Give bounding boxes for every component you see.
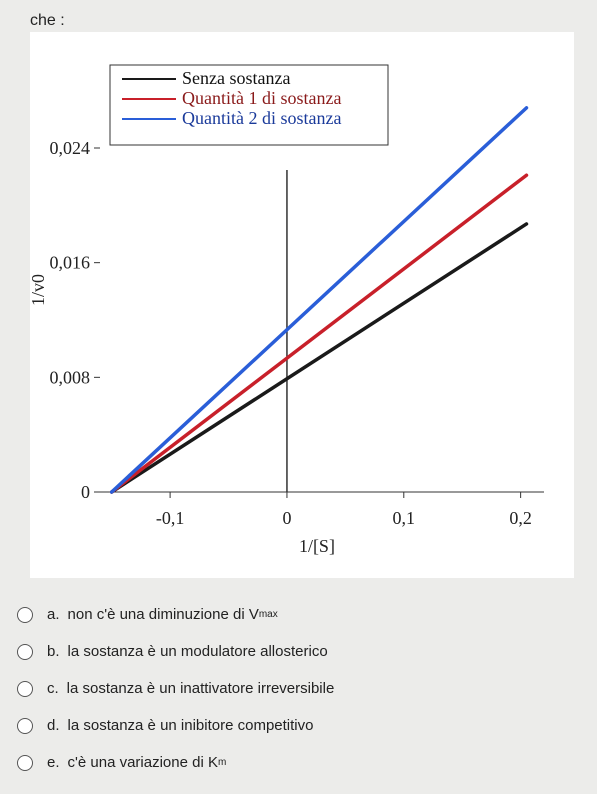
x-tick-label: 0,2	[509, 508, 532, 528]
x-tick-label: 0,1	[393, 508, 416, 528]
y-tick-label: 0,016	[50, 253, 91, 273]
x-tick-label: 0	[282, 508, 291, 528]
x-tick-label: -0,1	[156, 508, 185, 528]
legend-label-2: Quantità 1 di sostanza	[182, 88, 341, 108]
radio-button[interactable]	[17, 643, 33, 660]
question-intro: che :	[30, 12, 65, 29]
lineweaver-burk-chart: 0 0,008 0,016 0,024 -0,1 0 0,1 0,2 1/[S] 1/v0 Senz…	[30, 32, 574, 578]
y-axis-label: 1/v0	[30, 274, 48, 306]
y-tick-label: 0,008	[50, 367, 91, 387]
option-subscript: max	[258, 609, 278, 620]
option-letter: d.	[47, 717, 60, 734]
radio-button[interactable]	[17, 606, 33, 623]
legend-label-3: Quantità 2 di sostanza	[182, 108, 341, 128]
y-tick-label: 0	[81, 482, 90, 502]
option-text: c'è una variazione di K	[67, 754, 218, 771]
option-letter: b.	[47, 643, 60, 660]
chart-svg: 0 0,008 0,016 0,024 -0,1 0 0,1 0,2 1/[S] 1/v0 Senz…	[30, 64, 544, 556]
series-line-3	[109, 106, 529, 494]
x-axis-label: 1/[S]	[299, 536, 335, 556]
option-letter: c.	[47, 680, 59, 697]
legend-label-1: Senza sostanza	[182, 68, 290, 88]
option-text: non c'è una diminuzione di V	[67, 606, 259, 623]
option-text: la sostanza è un inattivatore irreversib…	[66, 680, 335, 697]
series-line-1	[109, 222, 529, 494]
series-line-2	[109, 173, 529, 494]
option-subscript: m	[217, 757, 227, 768]
option-letter: a.	[47, 606, 60, 623]
answer-option-d[interactable]: d. la sostanza è un inibitore competitivo	[14, 707, 584, 744]
radio-button[interactable]	[17, 680, 33, 697]
radio-button[interactable]	[17, 717, 33, 734]
option-text: la sostanza è un inibitore competitivo	[67, 717, 314, 734]
option-letter: e.	[47, 754, 60, 771]
answer-option-b[interactable]: b. la sostanza è un modulatore allosteric…	[14, 633, 584, 670]
answer-option-c[interactable]: c. la sostanza è un inattivatore irrevers…	[14, 670, 584, 707]
y-tick-label: 0,024	[50, 138, 91, 158]
option-text: la sostanza è un modulatore allosterico	[67, 643, 328, 660]
radio-button[interactable]	[17, 754, 33, 771]
